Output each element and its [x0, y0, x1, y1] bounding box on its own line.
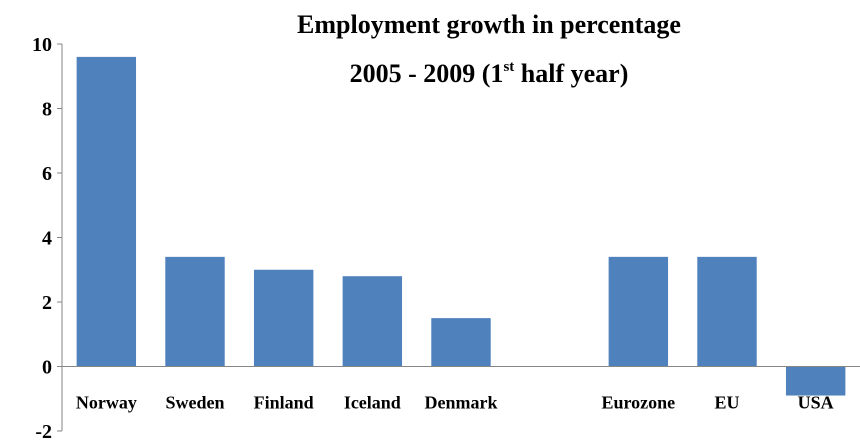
chart-title-superscript: st: [503, 59, 514, 75]
bar-denmark: [431, 318, 491, 367]
chart-title-line2-main: 2005 - 2009 (1: [350, 59, 504, 88]
bar-iceland: [342, 276, 403, 367]
bar-finland: [253, 269, 314, 367]
bars: [76, 56, 846, 396]
category-label-eurozone: Eurozone: [601, 393, 675, 413]
chart-title-line2: 2005 - 2009 (1st half year): [350, 59, 629, 88]
bar-norway: [76, 56, 137, 367]
y-tick-label: 6: [42, 163, 52, 185]
chart-title-line2-end: half year): [514, 59, 628, 88]
category-label-finland: Finland: [254, 393, 314, 413]
y-tick-label: -2: [35, 421, 52, 441]
category-label-usa: USA: [798, 393, 834, 413]
y-tick-label: 0: [42, 357, 52, 379]
y-axis: 10 8 6 4 2 0 -2: [32, 34, 63, 441]
category-label-eu: EU: [714, 393, 739, 413]
category-label-iceland: Iceland: [344, 393, 401, 413]
category-label-denmark: Denmark: [425, 393, 498, 413]
category-labels: Norway Sweden Finland Iceland Denmark Eurozon…: [76, 393, 834, 413]
bar-sweden: [165, 256, 225, 367]
category-label-sweden: Sweden: [165, 393, 224, 413]
y-tick-label: 8: [42, 99, 52, 121]
y-tick-label: 2: [42, 292, 52, 314]
category-label-norway: Norway: [76, 393, 137, 413]
y-tick-label: 4: [42, 228, 52, 250]
bar-eu: [697, 256, 757, 367]
chart-title-line1: Employment growth in percentage: [297, 10, 681, 39]
bar-eurozone: [608, 256, 669, 367]
bar-usa: [785, 366, 846, 396]
y-tick-label: 10: [32, 34, 52, 56]
